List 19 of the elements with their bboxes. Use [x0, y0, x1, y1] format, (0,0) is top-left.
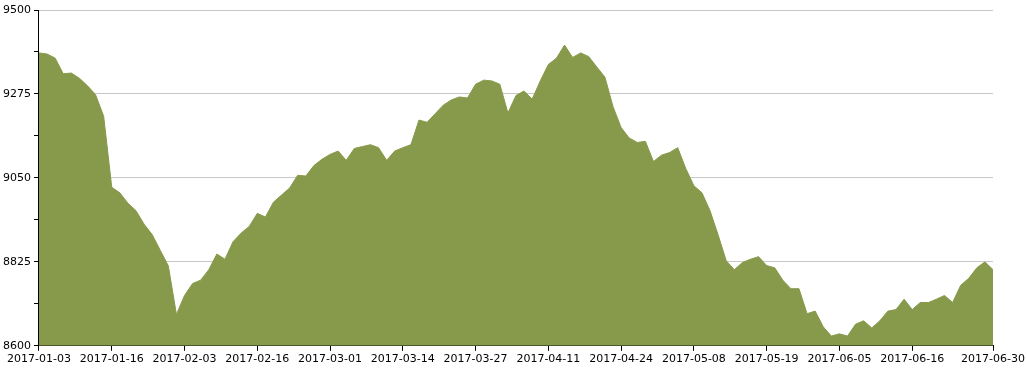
- x-tick-label: 2017-04-24: [589, 352, 654, 366]
- x-tick-label: 2017-03-14: [370, 352, 435, 366]
- y-tick-label: 8600: [2, 338, 31, 352]
- x-tick-label: 2017-05-19: [734, 352, 799, 366]
- x-tick-label: 2017-06-05: [807, 352, 872, 366]
- x-tick-label: 2017-04-11: [516, 352, 581, 366]
- y-tick-label: 8825: [2, 254, 31, 268]
- x-tick-label: 2017-03-27: [443, 352, 508, 366]
- y-tick-label: 9275: [2, 86, 31, 100]
- x-tick-label: 2017-01-16: [79, 352, 144, 366]
- x-tick-label: 2017-02-03: [152, 352, 217, 366]
- y-tick-label: 9500: [2, 2, 31, 16]
- y-tick-label: 9050: [2, 170, 31, 184]
- x-tick-label: 2017-06-16: [880, 352, 945, 366]
- x-tick-label: 2017-01-03: [7, 352, 71, 366]
- x-tick-label: 2017-03-01: [298, 352, 363, 366]
- x-tick-label: 2017-06-30: [961, 352, 1026, 366]
- x-tick-label: 2017-05-08: [661, 352, 726, 366]
- x-tick-label: 2017-02-16: [225, 352, 290, 366]
